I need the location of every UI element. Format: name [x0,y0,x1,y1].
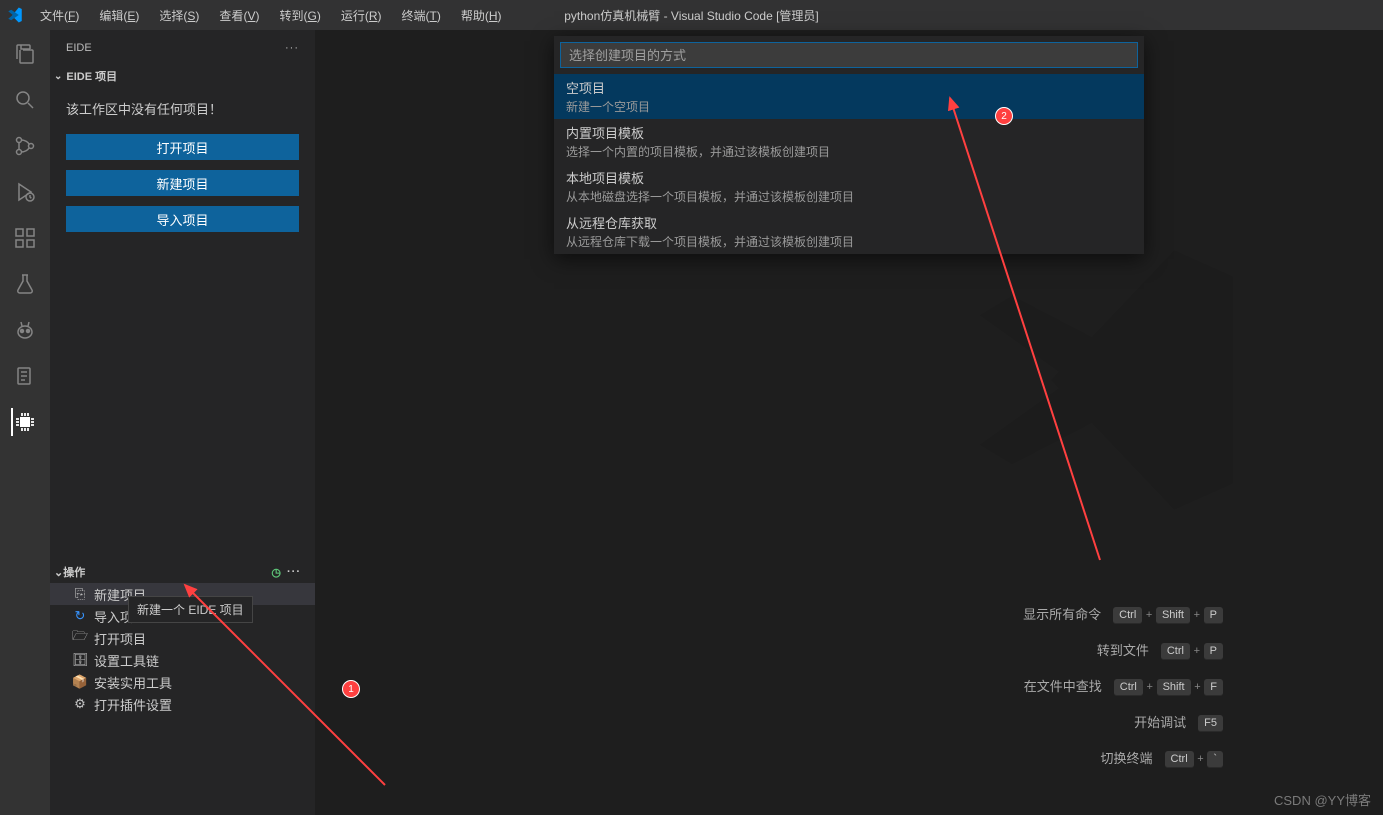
menu-file[interactable]: 文件(F) [32,3,87,28]
qi-label: 空项目 [566,78,1132,97]
key: F5 [1198,715,1223,732]
ops-label: 设置工具链 [94,651,159,670]
key: P [1204,607,1223,624]
ops-label: 打开项目 [94,629,146,648]
menu-bar: 文件(F) 编辑(E) 选择(S) 查看(V) 转到(G) 运行(R) 终端(T… [32,3,510,28]
qi-item-empty-project[interactable]: 空项目 新建一个空项目 [554,74,1144,119]
shortcut-label: 转到文件 [1097,640,1149,659]
menu-terminal[interactable]: 终端(T) [394,3,449,28]
ops-item-toolchain[interactable]: 🗄 设置工具链 [50,649,315,671]
ops-item-install-tools[interactable]: 📦 安装实用工具 [50,671,315,693]
quick-input-field[interactable] [560,42,1138,68]
menu-view[interactable]: 查看(V) [211,3,267,28]
new-project-button[interactable]: 新建项目 [66,170,299,196]
csdn-watermark: CSDN @YY博客 [1274,790,1371,809]
qi-label: 内置项目模板 [566,123,1132,142]
sidebar-buttons: 打开项目 新建项目 导入项目 [50,126,315,240]
shortcut-row: 开始调试 F5 [1023,703,1223,739]
references-icon[interactable] [11,362,39,390]
key: P [1204,643,1223,660]
projects-section-label: EIDE 项目 [66,68,117,84]
menu-help[interactable]: 帮助(H) [453,3,510,28]
key: Shift [1156,607,1190,624]
qi-item-builtin-template[interactable]: 内置项目模板 选择一个内置的项目模板，并通过该模板创建项目 [554,119,1144,164]
shortcut-row: 显示所有命令 Ctrl + Shift + P [1023,595,1223,631]
sidebar-header: EIDE ··· [50,30,315,65]
qi-desc: 从本地磁盘选择一个项目模板，并通过该模板创建项目 [566,188,1132,205]
gear-icon: ⚙ [72,696,88,712]
testing-icon[interactable] [11,270,39,298]
ops-more-icon[interactable]: ··· [287,566,301,578]
open-project-button[interactable]: 打开项目 [66,134,299,160]
qi-label: 从远程仓库获取 [566,213,1132,232]
open-folder-icon: 🗁 [72,630,88,646]
extensions-icon[interactable] [11,224,39,252]
key: Ctrl [1113,607,1142,624]
tooltip: 新建一个 EIDE 项目 [128,596,253,623]
menu-run[interactable]: 运行(R) [333,3,390,28]
ops-section-header[interactable]: ⌄ 操作 ◷ ··· [50,561,315,583]
import-icon: ↻ [72,608,88,624]
ops-item-plugin-settings[interactable]: ⚙ 打开插件设置 [50,693,315,715]
vscode-watermark-icon [941,218,1265,542]
chevron-down-icon: ⌄ [54,71,62,82]
sidebar-title: EIDE [66,42,92,54]
key: ` [1207,751,1223,768]
platformio-icon[interactable] [11,316,39,344]
source-control-icon[interactable] [11,132,39,160]
welcome-shortcuts: 显示所有命令 Ctrl + Shift + P 转到文件 Ctrl + P 在文… [1023,595,1223,775]
sidebar-more-icon[interactable]: ··· [285,42,299,54]
run-debug-icon[interactable] [11,178,39,206]
shortcut-label: 开始调试 [1134,712,1186,731]
qi-desc: 从远程仓库下载一个项目模板，并通过该模板创建项目 [566,233,1132,250]
key: F [1204,679,1223,696]
empty-workspace-message: 该工作区中没有任何项目！ [50,87,315,126]
key: Shift [1157,679,1191,696]
key: Ctrl [1114,679,1143,696]
ops-section-label: 操作 [63,564,85,580]
shortcut-label: 在文件中查找 [1024,676,1102,695]
menu-go[interactable]: 转到(G) [271,3,328,28]
search-icon[interactable] [11,86,39,114]
window-title: python仿真机械臂 - Visual Studio Code [管理员] [564,7,819,24]
quick-input-list: 空项目 新建一个空项目 内置项目模板 选择一个内置的项目模板，并通过该模板创建项… [554,74,1144,254]
toolchain-icon: 🗄 [72,652,88,668]
qi-desc: 新建一个空项目 [566,98,1132,115]
chevron-down-icon: ⌄ [54,566,63,579]
key: Ctrl [1165,751,1194,768]
qi-desc: 选择一个内置的项目模板，并通过该模板创建项目 [566,143,1132,160]
package-icon: 📦 [72,674,88,690]
shortcut-label: 显示所有命令 [1023,604,1101,623]
menu-edit[interactable]: 编辑(E) [91,3,147,28]
qi-item-local-template[interactable]: 本地项目模板 从本地磁盘选择一个项目模板，并通过该模板创建项目 [554,164,1144,209]
shortcut-row: 切换终端 Ctrl + ` [1023,739,1223,775]
activity-bar [0,30,50,815]
eide-icon[interactable] [11,408,39,436]
history-icon[interactable]: ◷ [271,566,281,579]
ops-item-open-project[interactable]: 🗁 打开项目 [50,627,315,649]
shortcut-row: 转到文件 Ctrl + P [1023,631,1223,667]
qi-label: 本地项目模板 [566,168,1132,187]
ops-label: 打开插件设置 [94,695,172,714]
sidebar: EIDE ··· ⌄ EIDE 项目 该工作区中没有任何项目！ 打开项目 新建项… [50,30,315,815]
ops-label: 安装实用工具 [94,673,172,692]
projects-section-header[interactable]: ⌄ EIDE 项目 [50,65,315,87]
shortcut-row: 在文件中查找 Ctrl + Shift + F [1023,667,1223,703]
editor-area: 空项目 新建一个空项目 内置项目模板 选择一个内置的项目模板，并通过该模板创建项… [315,30,1383,815]
shortcut-label: 切换终端 [1101,748,1153,767]
menu-selection[interactable]: 选择(S) [151,3,207,28]
key: Ctrl [1161,643,1190,660]
import-project-button[interactable]: 导入项目 [66,206,299,232]
new-file-icon: ⎘ [72,586,88,602]
vscode-logo-icon [6,6,24,24]
quick-input: 空项目 新建一个空项目 内置项目模板 选择一个内置的项目模板，并通过该模板创建项… [554,36,1144,254]
explorer-icon[interactable] [11,40,39,68]
title-bar: 文件(F) 编辑(E) 选择(S) 查看(V) 转到(G) 运行(R) 终端(T… [0,0,1383,30]
qi-item-remote-repo[interactable]: 从远程仓库获取 从远程仓库下载一个项目模板，并通过该模板创建项目 [554,209,1144,254]
